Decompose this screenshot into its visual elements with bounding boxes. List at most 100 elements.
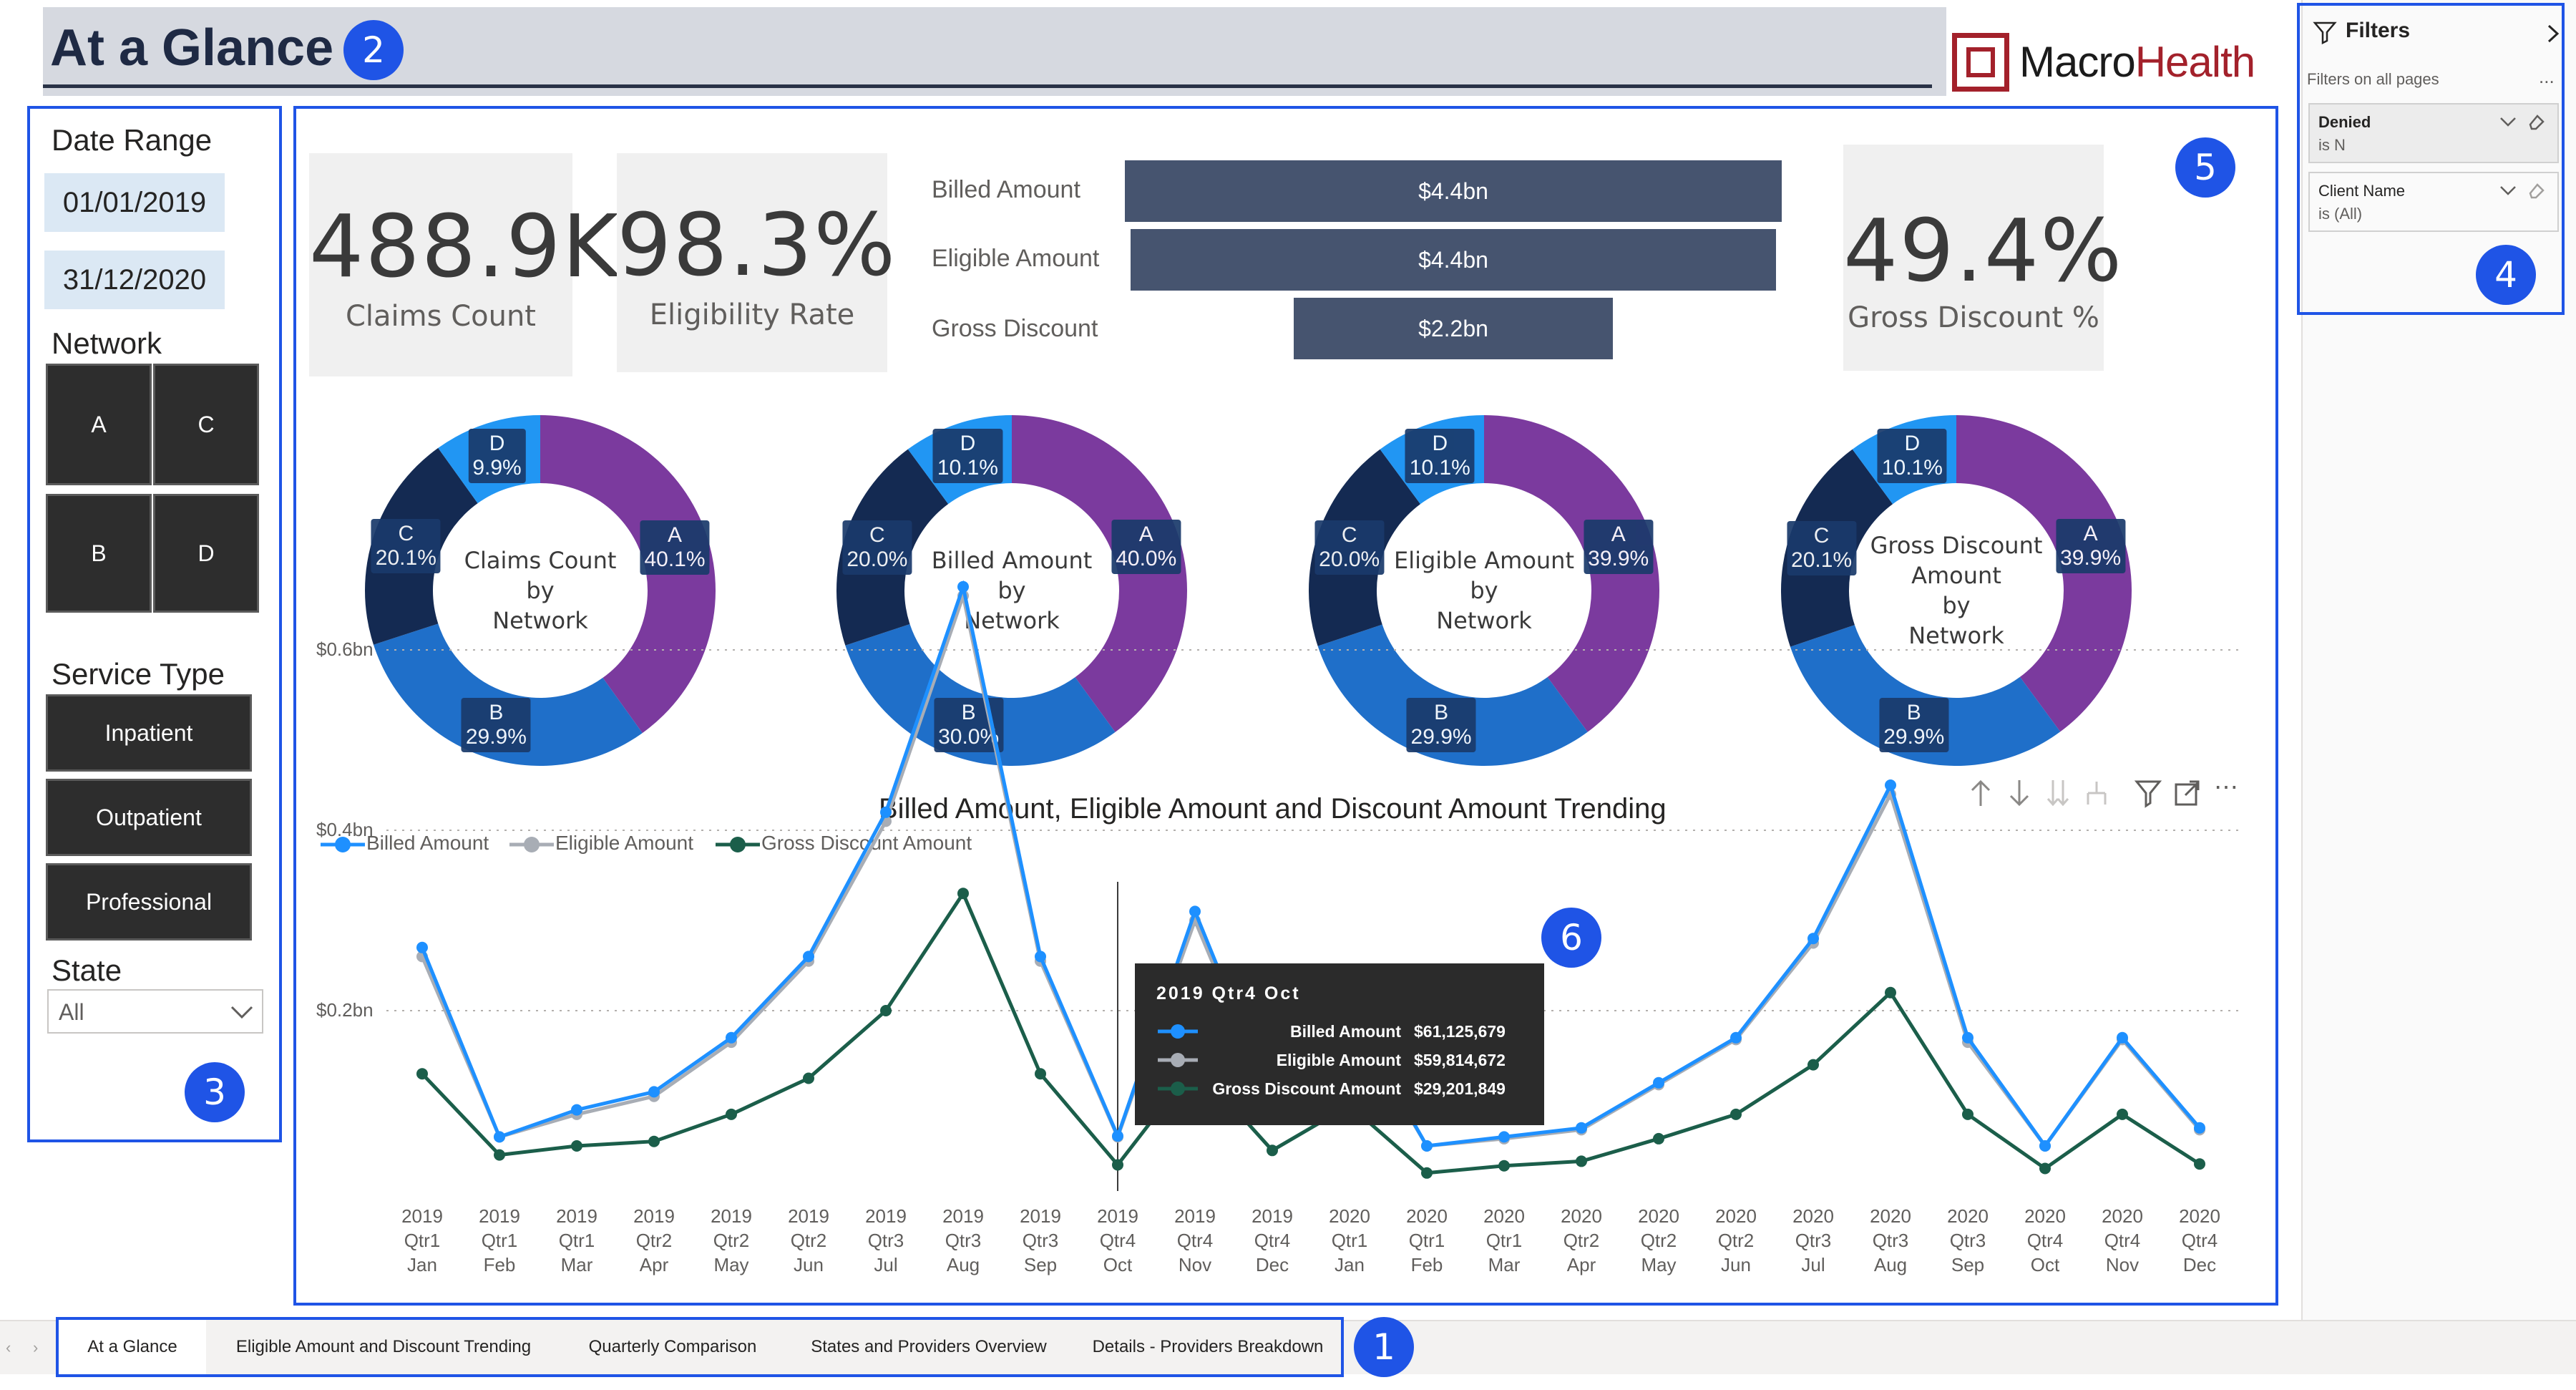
series-point[interactable]: [1962, 1031, 1974, 1044]
more-options-icon[interactable]: ⋯: [2214, 774, 2238, 801]
series-point[interactable]: [1576, 1122, 1587, 1134]
x-tick-label: 2019 Qtr2 Jun: [788, 1205, 829, 1275]
series-point[interactable]: [1962, 1108, 1974, 1120]
series-point[interactable]: [2117, 1031, 2128, 1044]
x-tick-label: 2019 Qtr1 Jan: [401, 1205, 443, 1275]
x-tick-label: 2019 Qtr2 May: [711, 1205, 752, 1275]
series-point[interactable]: [1267, 1144, 1278, 1157]
series-point[interactable]: [416, 941, 428, 953]
series-point[interactable]: [571, 1140, 582, 1152]
donut-billed-amount[interactable]: A 40.0% B 30.0% C 20.0% D 10.1% Billed Amount by N…: [826, 404, 1198, 777]
donut-eligible-amount[interactable]: A 39.9% B 29.9% C 20.0% D 10.1% Eligible Amount b…: [1298, 404, 1670, 777]
eraser-icon[interactable]: [2526, 112, 2546, 132]
series-point[interactable]: [726, 1031, 737, 1044]
series-line-2[interactable]: [421, 889, 2201, 1175]
series-point[interactable]: [1653, 1076, 1664, 1089]
network-button-d[interactable]: D: [153, 494, 259, 613]
chevron-down-icon[interactable]: [2499, 115, 2517, 129]
donut-slice-b[interactable]: [1317, 624, 1588, 766]
series-point[interactable]: [1576, 1155, 1587, 1167]
series-point[interactable]: [2117, 1108, 2128, 1120]
series-point[interactable]: [1807, 1059, 1819, 1071]
series-point[interactable]: [2039, 1140, 2051, 1152]
service-inpatient-button[interactable]: Inpatient: [46, 694, 252, 772]
chevron-right-icon[interactable]: [2545, 23, 2562, 44]
focus-mode-icon[interactable]: [2172, 777, 2201, 809]
start-date-input[interactable]: 01/01/2019: [44, 173, 225, 232]
series-point[interactable]: [1730, 1031, 1742, 1044]
series-point[interactable]: [416, 1068, 428, 1080]
donut-slice-b[interactable]: [1790, 625, 2061, 766]
series-point[interactable]: [648, 1135, 660, 1147]
expand-next-level-icon[interactable]: [2044, 777, 2072, 809]
funnel-bar-eligible[interactable]: $4.4bn: [1131, 229, 1776, 291]
funnel-bar-billed[interactable]: $4.4bn: [1125, 160, 1782, 222]
series-point[interactable]: [1807, 933, 1819, 945]
network-button-b[interactable]: B: [46, 494, 152, 613]
service-professional-button[interactable]: Professional: [46, 863, 252, 941]
series-point[interactable]: [1498, 1160, 1510, 1172]
funnel-label-billed: Billed Amount: [932, 176, 1080, 203]
drill-up-icon[interactable]: [1966, 777, 1995, 809]
network-button-c[interactable]: C: [153, 364, 259, 485]
funnel-bar-gross-discount[interactable]: $2.2bn: [1294, 298, 1613, 359]
tab-quarterly-comparison[interactable]: Quarterly Comparison: [561, 1320, 786, 1374]
series-point[interactable]: [880, 1005, 892, 1016]
series-point[interactable]: [1035, 1068, 1046, 1080]
donut-data-label-a: A 39.9%: [2056, 519, 2126, 574]
x-tick-label: 2019 Qtr4 Dec: [1252, 1205, 1293, 1275]
series-point[interactable]: [957, 580, 969, 593]
series-point[interactable]: [880, 806, 892, 818]
service-outpatient-button[interactable]: Outpatient: [46, 779, 252, 856]
series-point[interactable]: [957, 888, 969, 900]
series-point[interactable]: [1189, 905, 1201, 918]
series-point[interactable]: [803, 1072, 814, 1084]
hierarchy-icon[interactable]: [2082, 777, 2111, 809]
filters-more-icon[interactable]: ...: [2539, 66, 2555, 87]
donut-slice-b[interactable]: [373, 623, 643, 766]
filter-icon[interactable]: [2134, 777, 2162, 809]
donut-gross-discount[interactable]: A 39.9% B 29.9% C 20.1% D 10.1% Gross Discount Am…: [1770, 404, 2142, 777]
filter-card-client-name[interactable]: Client Name is (All): [2308, 172, 2559, 232]
donut-slice-a[interactable]: [1484, 415, 1659, 732]
series-point[interactable]: [2039, 1162, 2051, 1175]
series-point[interactable]: [1421, 1140, 1433, 1152]
end-date-input[interactable]: 31/12/2020: [44, 251, 225, 309]
series-point[interactable]: [1421, 1167, 1433, 1179]
tab-scroll-left-icon[interactable]: ‹: [6, 1338, 11, 1356]
series-point[interactable]: [2194, 1158, 2205, 1170]
state-dropdown[interactable]: All: [47, 989, 263, 1034]
x-tick-label: 2020 Qtr2 May: [1638, 1205, 1679, 1275]
series-point[interactable]: [494, 1149, 505, 1161]
series-point[interactable]: [2194, 1122, 2205, 1134]
tab-states-providers-overview[interactable]: States and Providers Overview: [784, 1320, 1075, 1374]
series-point[interactable]: [1730, 1108, 1742, 1120]
series-point[interactable]: [1112, 1130, 1123, 1142]
tab-at-a-glance[interactable]: At a Glance: [59, 1320, 208, 1374]
series-point[interactable]: [648, 1086, 660, 1098]
tab-scroll-right-icon[interactable]: ›: [33, 1338, 39, 1356]
donut-slice-a[interactable]: [540, 415, 716, 734]
drill-down-icon[interactable]: [2005, 777, 2034, 809]
series-point[interactable]: [1498, 1131, 1510, 1143]
filter-card-denied[interactable]: Denied is N: [2308, 103, 2559, 163]
eraser-icon[interactable]: [2526, 180, 2546, 200]
donut-claims-count[interactable]: A 40.1% B 29.9% C 20.1% D 9.9% Claims Count by Net…: [354, 404, 726, 777]
eligibility-rate-card: 98.3% Eligibility Rate: [617, 153, 895, 372]
tab-eligible-amount-discount-trending[interactable]: Eligible Amount and Discount Trending: [206, 1320, 562, 1374]
series-point[interactable]: [1112, 1159, 1123, 1171]
series-point[interactable]: [494, 1131, 505, 1143]
series-point[interactable]: [1035, 951, 1046, 963]
series-point[interactable]: [726, 1108, 737, 1120]
donut-slice-a[interactable]: [1956, 415, 2132, 732]
tab-details-providers-breakdown[interactable]: Details - Providers Breakdown: [1073, 1320, 1344, 1374]
donut-slice-a[interactable]: [1012, 415, 1187, 732]
callout-box-visuals: [293, 106, 2278, 1306]
series-point[interactable]: [571, 1104, 582, 1116]
series-point[interactable]: [1653, 1132, 1664, 1144]
series-point[interactable]: [803, 951, 814, 963]
chevron-down-icon[interactable]: [2499, 183, 2517, 198]
series-point[interactable]: [1885, 986, 1896, 998]
series-point[interactable]: [1885, 779, 1896, 791]
network-button-a[interactable]: A: [46, 364, 152, 485]
